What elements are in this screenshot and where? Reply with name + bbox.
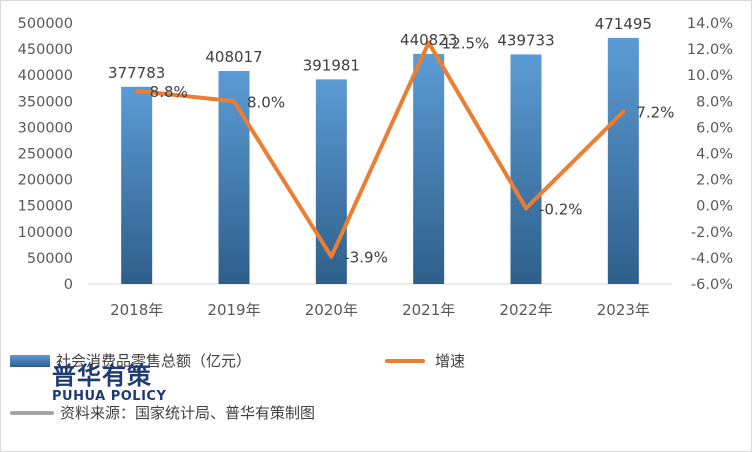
right-tick-label: 4.0% xyxy=(696,147,733,163)
right-tick-label: 8.0% xyxy=(696,94,733,110)
x-tick-label: 2018年 xyxy=(110,301,163,319)
right-tick-label: -2.0% xyxy=(691,225,733,241)
legend-bar-label: 社会消费品零售总额（亿元） xyxy=(56,352,252,370)
left-tick-label: 50000 xyxy=(27,251,73,267)
right-tick-label: 10.0% xyxy=(687,68,733,84)
line-data-label: 7.2% xyxy=(636,104,674,122)
source-text: 资料来源：国家统计局、普华有策制图 xyxy=(60,404,316,422)
watermark-en: PUHUA POLICY xyxy=(52,389,167,404)
left-tick-label: 250000 xyxy=(18,147,73,163)
bar-data-label: 471495 xyxy=(595,15,652,33)
bar xyxy=(510,54,542,284)
left-tick-label: 0 xyxy=(64,277,73,293)
bar xyxy=(315,79,347,284)
left-tick-label: 400000 xyxy=(18,68,73,84)
bar-series xyxy=(121,37,639,284)
right-tick-label: 2.0% xyxy=(696,173,733,189)
x-tick-label: 2022年 xyxy=(499,301,552,319)
left-axis: 0 50000 100000 150000 200000 250000 300000 3500… xyxy=(18,16,73,293)
growth-line xyxy=(134,40,626,259)
x-tick-label: 2021年 xyxy=(402,301,455,319)
left-tick-label: 200000 xyxy=(18,173,73,189)
growth-point xyxy=(621,109,626,114)
legend-line: 增速 xyxy=(385,350,465,371)
right-tick-label: -6.0% xyxy=(691,277,733,293)
growth-point xyxy=(524,206,528,211)
left-tick-label: 300000 xyxy=(18,120,73,136)
growth-point xyxy=(329,254,334,259)
growth-point xyxy=(232,99,236,104)
bar-data-label: 440823 xyxy=(400,31,457,49)
left-tick-label: 100000 xyxy=(18,225,73,241)
line-data-label: -3.9% xyxy=(344,249,388,267)
right-tick-label: -4.0% xyxy=(691,251,733,267)
bar xyxy=(121,86,153,284)
right-tick-label: 6.0% xyxy=(696,120,733,136)
right-tick-label: 14.0% xyxy=(687,16,733,32)
line-data-labels: 8.8% 8.0% -3.9% 12.5% -0.2% 7.2% xyxy=(150,35,675,267)
source-note: 资料来源：国家统计局、普华有策制图 xyxy=(10,402,315,423)
bar xyxy=(607,37,639,284)
x-tick-label: 2019年 xyxy=(207,301,260,319)
line-data-label: 8.0% xyxy=(247,93,285,111)
x-tick-label: 2020年 xyxy=(305,301,358,319)
legend-bar: 社会消费品零售总额（亿元） xyxy=(10,350,251,371)
watermark-logo: 普华有策 PUHUA POLICY xyxy=(52,362,166,404)
right-tick-label: 0.0% xyxy=(696,199,733,215)
legend-bar-swatch xyxy=(10,354,50,367)
growth-point xyxy=(134,88,139,93)
line-series xyxy=(134,40,626,259)
legend-line-swatch xyxy=(385,358,425,363)
left-tick-label: 350000 xyxy=(18,94,73,110)
line-data-label: -0.2% xyxy=(539,200,583,218)
bar xyxy=(413,53,445,284)
bar xyxy=(218,71,250,284)
line-data-label: 8.8% xyxy=(150,83,188,101)
x-tick-label: 2023年 xyxy=(597,301,650,319)
bar-data-label: 377783 xyxy=(108,64,165,82)
right-tick-label: 12.0% xyxy=(687,42,733,58)
legend-line-label: 增速 xyxy=(435,352,466,370)
bar-data-label: 391981 xyxy=(303,56,360,74)
watermark-cn: 普华有策 xyxy=(52,362,152,390)
bar-data-label: 439733 xyxy=(497,31,554,49)
right-axis: -6.0% -4.0% -2.0% 0.0% 2.0% 4.0% 6.0% 8.0% 10.0%… xyxy=(687,16,733,293)
bar-data-labels: 377783 408017 391981 440823 439733 471495 xyxy=(108,15,652,82)
bar-data-label: 408017 xyxy=(205,48,262,66)
source-line-swatch xyxy=(10,410,54,415)
x-axis: 2018年 2019年 2020年 2021年 2022年 2023年 xyxy=(110,301,650,319)
line-data-label: 12.5% xyxy=(442,35,490,53)
growth-point xyxy=(426,40,431,45)
left-tick-label: 150000 xyxy=(18,199,73,215)
left-tick-label: 500000 xyxy=(18,16,73,32)
left-tick-label: 450000 xyxy=(18,42,73,58)
